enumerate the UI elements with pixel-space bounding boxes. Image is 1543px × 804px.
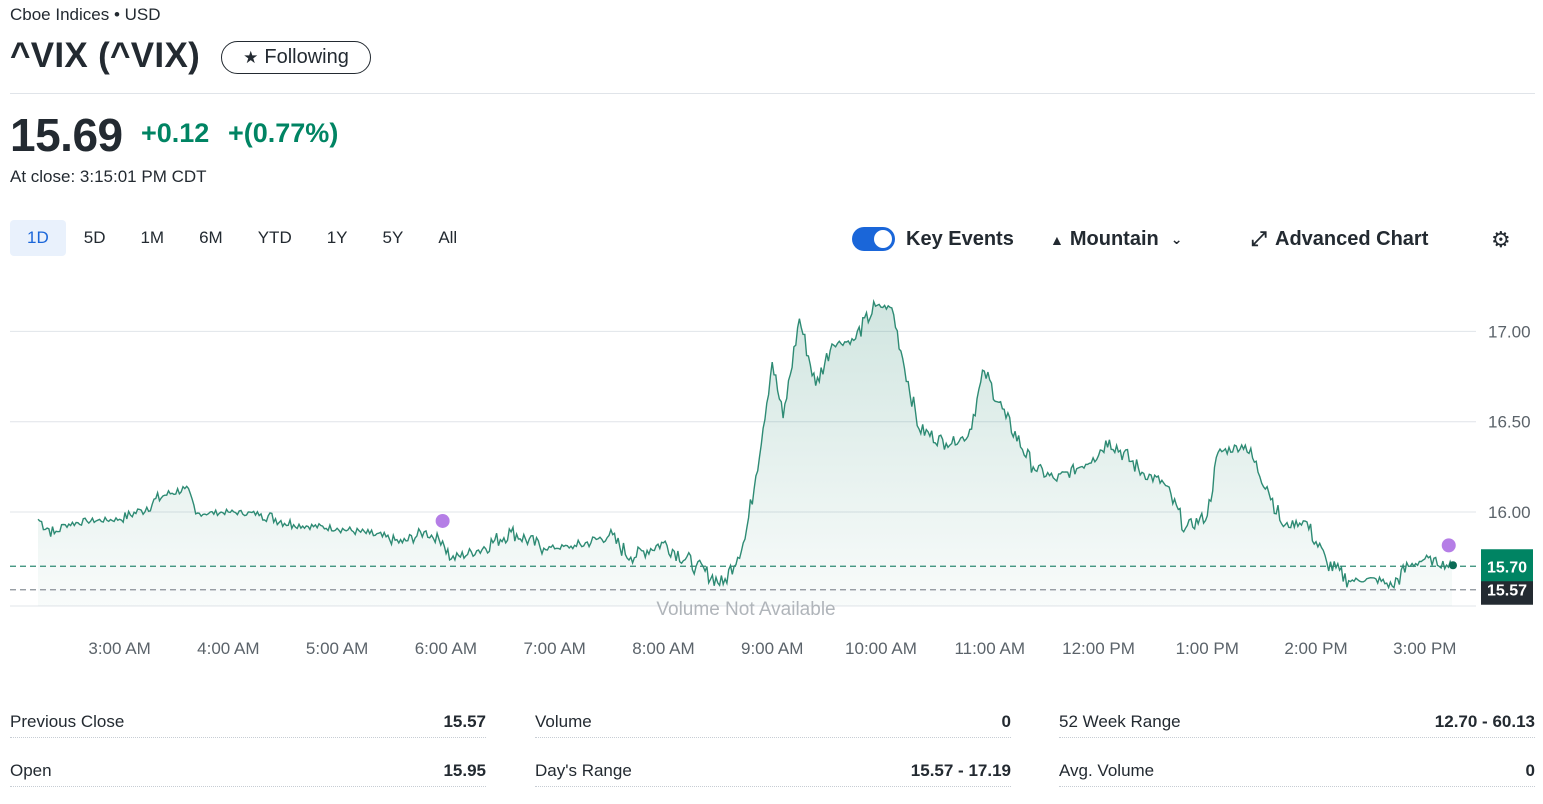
following-button[interactable]: ★ Following bbox=[221, 41, 371, 74]
price-chart[interactable]: 17.00 16.50 16.00 15.57 15.70 Volume Not Avai… bbox=[0, 280, 1543, 670]
x-tick-label: 3:00 AM bbox=[88, 639, 150, 658]
price-change-percent: +(0.77%) bbox=[228, 118, 339, 148]
series-line bbox=[37, 298, 1453, 590]
last-point-dot bbox=[1449, 561, 1457, 570]
current-value-badge bbox=[1481, 549, 1533, 582]
range-5d[interactable]: 5D bbox=[83, 228, 106, 247]
advanced-chart-button[interactable]: ⤢ Advanced Chart bbox=[1251, 228, 1428, 251]
stat-label: Previous Close bbox=[10, 712, 125, 731]
chart-type-dropdown[interactable]: ▲ Mountain ⌄ bbox=[1050, 228, 1182, 251]
stat-row: Volume 0 bbox=[535, 706, 1011, 738]
price-change: +0.12 bbox=[141, 118, 210, 148]
stat-label: Volume bbox=[535, 712, 592, 731]
range-ytd[interactable]: YTD bbox=[257, 228, 292, 247]
x-tick-label: 3:00 PM bbox=[1393, 639, 1456, 658]
stat-value: 15.95 bbox=[443, 761, 486, 780]
volume-not-available-note: Volume Not Available bbox=[656, 599, 835, 620]
key-event-marker bbox=[1441, 538, 1456, 553]
stats-column: 52 Week Range 12.70 - 60.13 Avg. Volume 0 bbox=[1059, 706, 1535, 804]
x-tick-label: 9:00 AM bbox=[741, 639, 803, 658]
x-tick-label: 2:00 PM bbox=[1284, 639, 1347, 658]
key-event-marker bbox=[435, 513, 450, 528]
stat-label: Day's Range bbox=[535, 761, 632, 780]
gear-icon[interactable]: ⚙ bbox=[1491, 227, 1511, 252]
stat-row: 52 Week Range 12.70 - 60.13 bbox=[1059, 706, 1535, 738]
mountain-icon: ▲ bbox=[1050, 231, 1064, 248]
expand-icon: ⤢ bbox=[1251, 228, 1267, 250]
y-tick-label: 16.50 bbox=[1488, 413, 1531, 432]
stats-column: Volume 0 Day's Range 15.57 - 17.19 bbox=[535, 706, 1011, 804]
range-all[interactable]: All bbox=[438, 228, 458, 247]
range-6m[interactable]: 6M bbox=[199, 228, 223, 247]
advanced-chart-label: Advanced Chart bbox=[1275, 228, 1429, 250]
current-price: 15.69 bbox=[10, 109, 123, 161]
x-tick-label: 5:00 AM bbox=[306, 639, 368, 658]
series-area bbox=[38, 301, 1452, 606]
stat-row: Day's Range 15.57 - 17.19 bbox=[535, 755, 1011, 787]
stats-column: Previous Close 15.57 Open 15.95 bbox=[10, 706, 486, 804]
stat-row: Avg. Volume 0 bbox=[1059, 755, 1535, 787]
key-events-toggle[interactable] bbox=[852, 227, 895, 251]
stat-value: 0 bbox=[1001, 712, 1011, 731]
current-value-badge-label: 15.70 bbox=[1487, 559, 1527, 576]
previous-close-badge bbox=[1481, 576, 1533, 605]
x-tick-label: 10:00 AM bbox=[845, 639, 917, 658]
stat-label: Avg. Volume bbox=[1059, 761, 1155, 780]
stat-value: 0 bbox=[1525, 761, 1535, 780]
stat-value: 15.57 - 17.19 bbox=[910, 761, 1011, 780]
stat-label: Open bbox=[10, 761, 52, 780]
range-5y[interactable]: 5Y bbox=[382, 228, 404, 247]
range-1d[interactable]: 1D bbox=[10, 220, 66, 256]
y-tick-label: 16.00 bbox=[1488, 503, 1531, 522]
stat-value: 12.70 - 60.13 bbox=[1434, 712, 1535, 731]
stat-row: Previous Close 15.57 bbox=[10, 706, 486, 738]
chart-type-label: Mountain bbox=[1069, 228, 1159, 250]
x-tick-label: 8:00 AM bbox=[632, 639, 694, 658]
exchange-label: Cboe Indices • USD bbox=[10, 5, 161, 24]
page-title: ^VIX (^VIX) bbox=[10, 36, 201, 75]
x-tick-label: 7:00 AM bbox=[523, 639, 585, 658]
following-label: Following bbox=[264, 46, 349, 68]
range-1m[interactable]: 1M bbox=[140, 228, 165, 247]
x-tick-label: 1:00 PM bbox=[1176, 639, 1239, 658]
y-tick-label: 17.00 bbox=[1488, 322, 1531, 341]
range-1y[interactable]: 1Y bbox=[326, 228, 348, 247]
star-icon: ★ bbox=[243, 47, 259, 67]
x-tick-label: 12:00 PM bbox=[1062, 639, 1135, 658]
chevron-down-icon: ⌄ bbox=[1170, 231, 1183, 247]
stat-row: Open 15.95 bbox=[10, 755, 486, 787]
x-tick-label: 11:00 AM bbox=[954, 639, 1025, 658]
stat-value: 15.57 bbox=[443, 712, 486, 731]
range-selector: 1D 5D 1M 6M YTD 1Y 5Y All bbox=[10, 220, 475, 256]
x-tick-label: 4:00 AM bbox=[197, 639, 259, 658]
close-time: At close: 3:15:01 PM CDT bbox=[10, 167, 207, 186]
header-divider bbox=[10, 93, 1535, 94]
key-events-label: Key Events bbox=[906, 228, 1014, 250]
previous-close-badge-label: 15.57 bbox=[1487, 583, 1527, 600]
stat-label: 52 Week Range bbox=[1059, 712, 1181, 731]
x-tick-label: 6:00 AM bbox=[415, 639, 477, 658]
